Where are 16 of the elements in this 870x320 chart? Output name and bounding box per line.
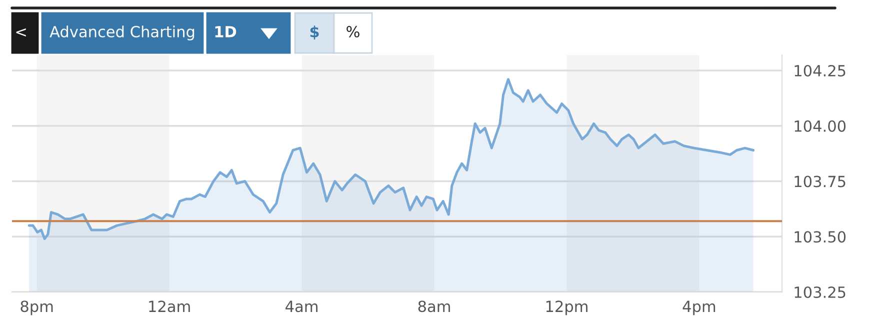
x-tick-label: 8am — [418, 300, 450, 312]
y-tick-label: 103.25 — [794, 286, 846, 298]
text: % — [346, 26, 360, 38]
x-tick-label: 12am — [149, 300, 190, 312]
y-tick-label: 103.50 — [794, 231, 846, 243]
text: $ — [310, 26, 319, 40]
text: 1D — [215, 26, 236, 38]
y-tick-label: 104.25 — [794, 64, 846, 77]
x-tick-label: 4pm — [682, 300, 716, 316]
x-tick-label: 4am — [286, 300, 318, 312]
x-tick-label: 12pm — [546, 300, 588, 316]
y-tick-label: 103.75 — [794, 176, 846, 188]
text: Advanced Charting — [50, 26, 194, 40]
x-tick-label: 8pm — [20, 300, 53, 316]
text: < — [16, 28, 26, 37]
y-tick-label: 104.00 — [794, 120, 846, 132]
